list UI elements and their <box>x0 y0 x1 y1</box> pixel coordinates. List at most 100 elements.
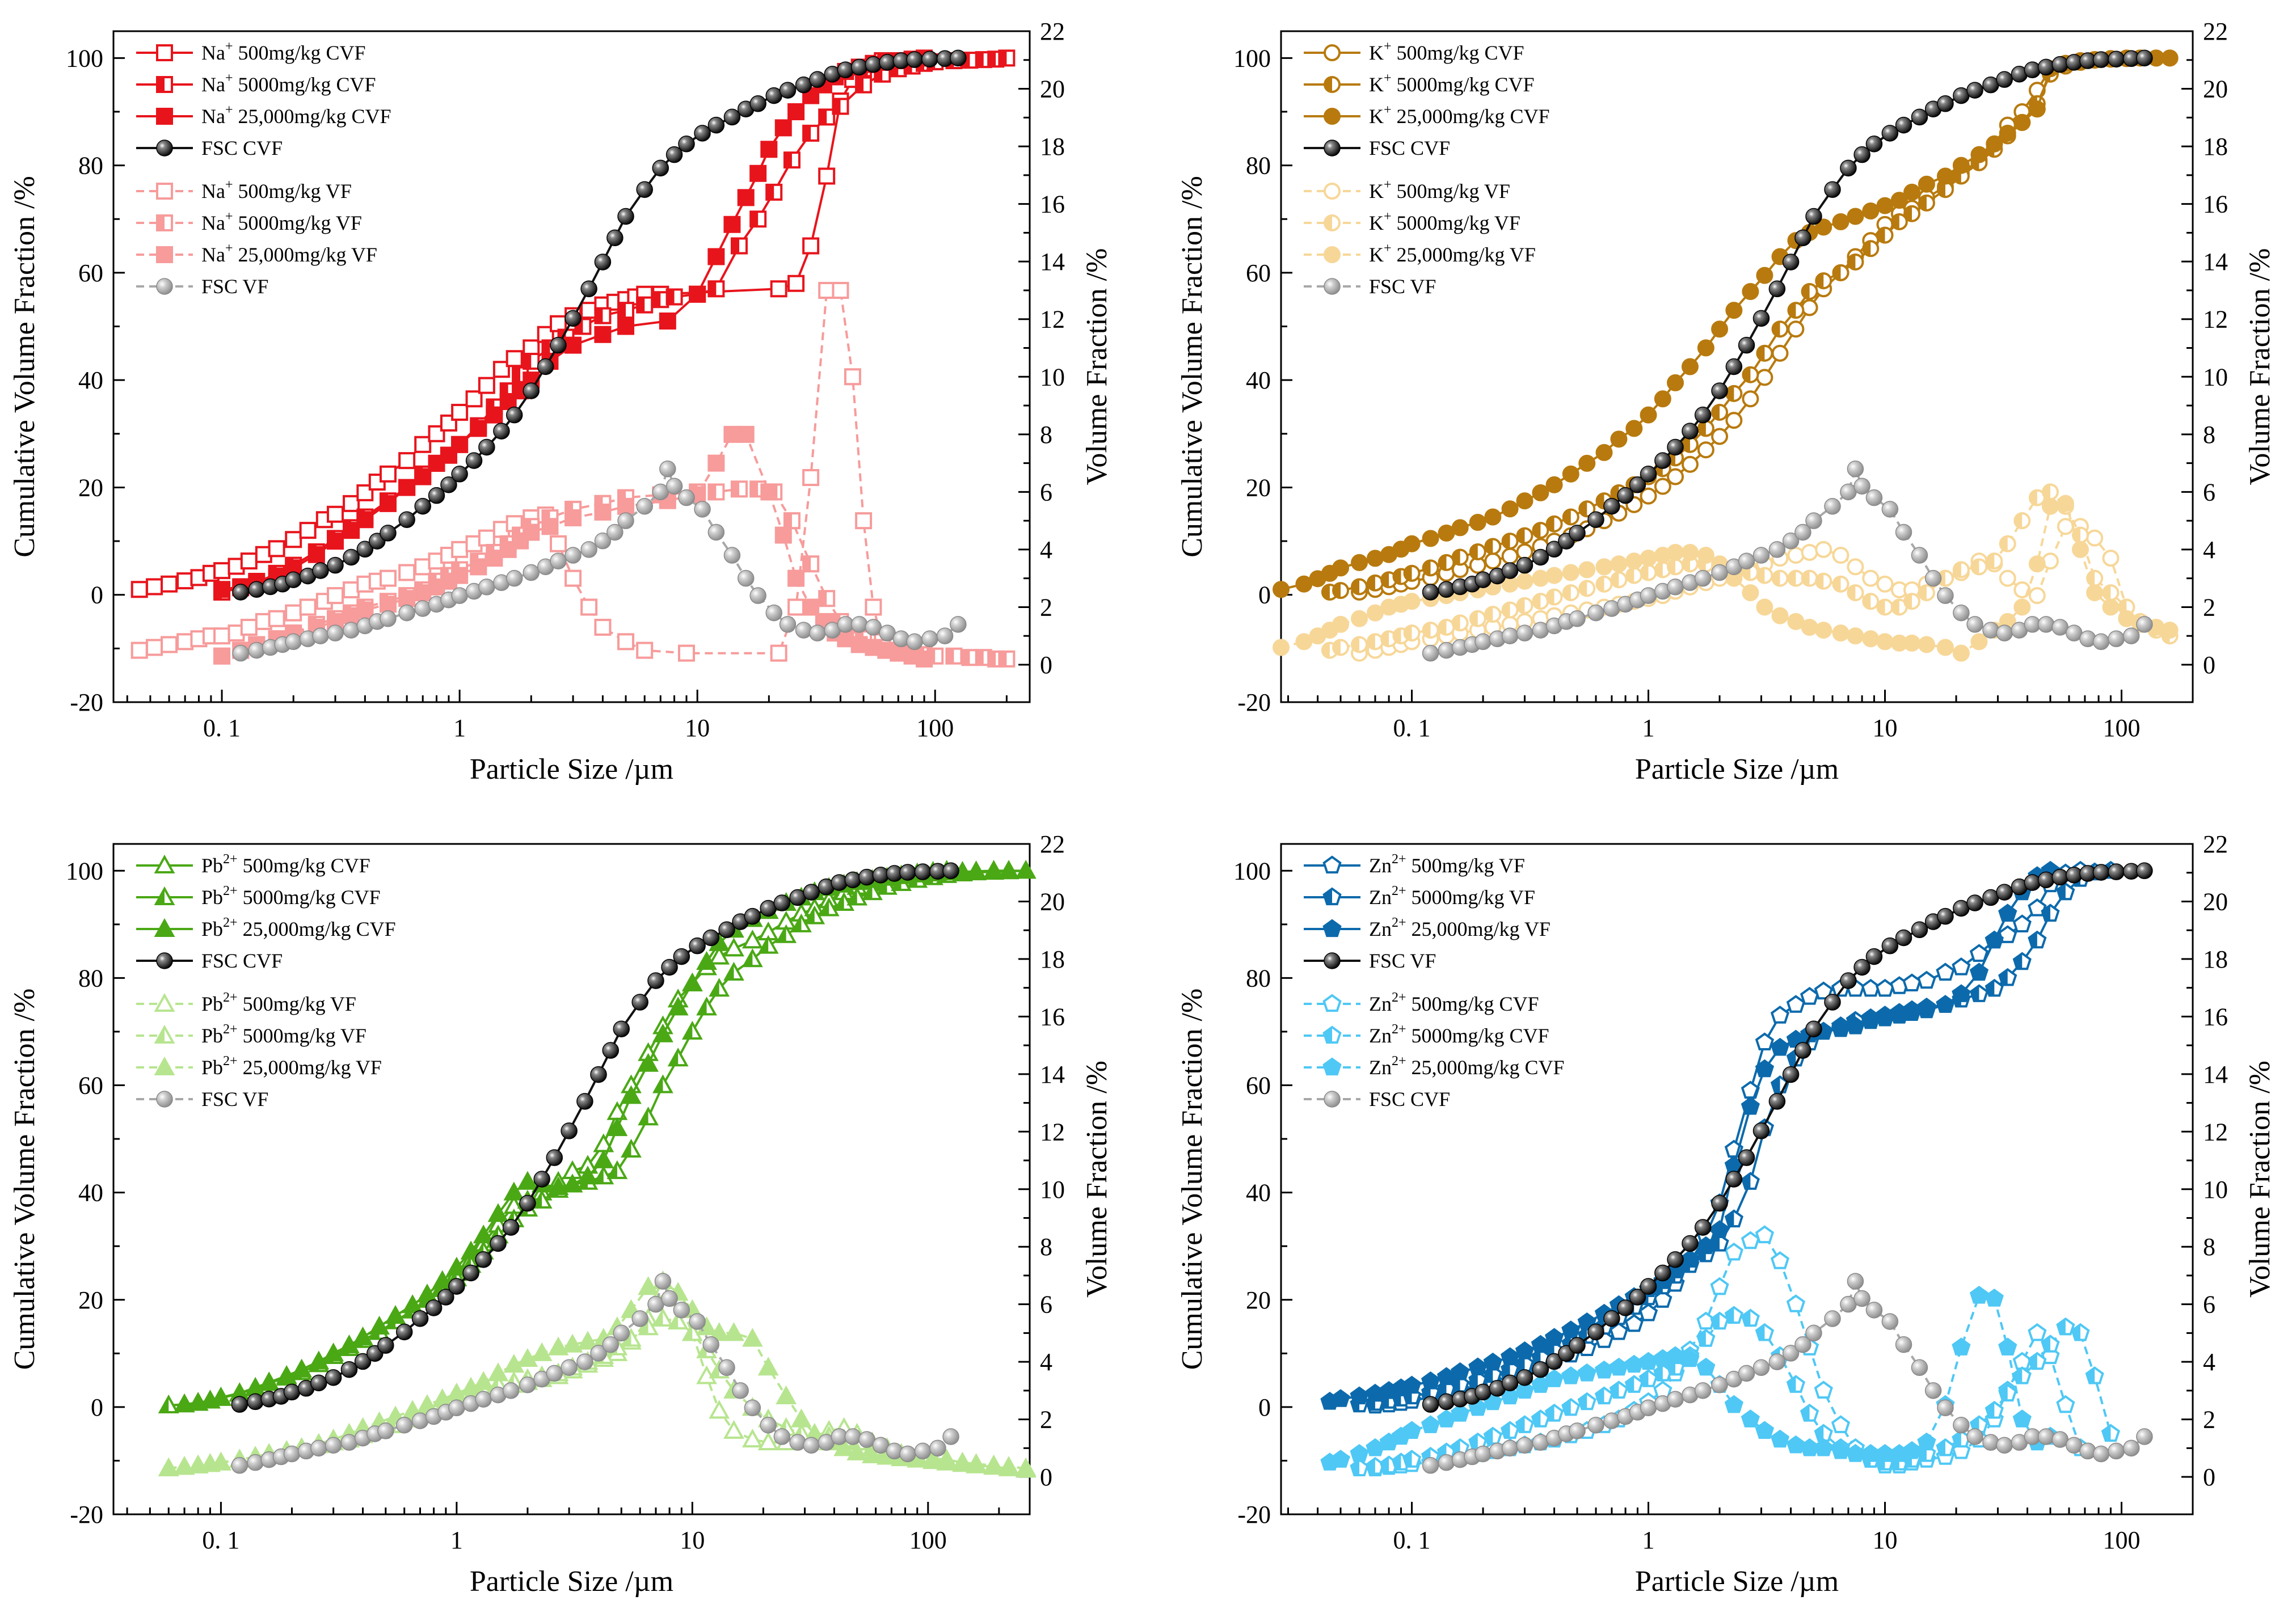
data-point <box>146 639 163 656</box>
data-point <box>395 1323 413 1341</box>
data-point <box>879 54 896 71</box>
x-tick-label: 100 <box>2103 714 2140 742</box>
y-left-tick-label: 80 <box>1246 964 1271 992</box>
data-point <box>1865 135 1883 153</box>
data-point <box>1853 1290 1870 1307</box>
y-right-tick-label: 14 <box>2203 1061 2228 1088</box>
data-point <box>1953 1416 1970 1434</box>
data-point <box>1501 1374 1519 1392</box>
data-point <box>2028 100 2046 118</box>
data-point <box>1853 478 1870 495</box>
data-point <box>465 535 483 552</box>
y-right-tick-label: 18 <box>2203 945 2228 973</box>
series-3 <box>1422 49 2153 601</box>
data-point <box>723 425 741 443</box>
data-point <box>503 1354 525 1373</box>
data-point <box>1786 1435 1806 1454</box>
y-right-tick-label: 14 <box>1040 248 1065 276</box>
data-point <box>1451 519 1469 537</box>
data-point <box>1696 1357 1716 1376</box>
legend-marker <box>154 1056 175 1075</box>
y-left-tick-label: 40 <box>1246 366 1271 394</box>
data-point <box>478 438 495 456</box>
data-point <box>709 1322 730 1341</box>
legend-marker <box>1323 246 1341 263</box>
legend-marker <box>154 918 175 937</box>
legend-label: Na+ 5000mg/kg CVF <box>201 71 376 96</box>
data-point <box>1545 1353 1563 1370</box>
data-point <box>1862 630 1880 648</box>
y-right-tick-label: 4 <box>2203 536 2215 564</box>
y-left-tick-label: -20 <box>1237 689 1271 716</box>
legend-label: Zn2+ 5000mg/kg VF <box>1369 884 1535 909</box>
data-point <box>1350 1444 1369 1462</box>
data-point <box>1924 1382 1942 1399</box>
data-point <box>1862 569 1880 587</box>
legend-charge: + <box>1384 103 1392 117</box>
data-point <box>803 884 820 901</box>
y-right-axis-title: Volume Fraction /% <box>2244 248 2276 485</box>
data-point <box>673 1302 690 1319</box>
y-left-axis-title: Cumulative Volume Fraction /% <box>1176 176 1208 558</box>
y-right-tick-label: 4 <box>1040 1348 1052 1376</box>
data-point <box>547 1336 569 1356</box>
data-point <box>1562 465 1579 483</box>
data-point <box>1515 1380 1535 1399</box>
data-point <box>1985 930 2004 949</box>
data-point <box>2161 622 2179 639</box>
legend-dose: 500mg/kg VF <box>1392 180 1510 202</box>
data-point <box>921 630 938 648</box>
data-point <box>1952 957 1971 976</box>
data-point <box>942 862 959 880</box>
data-point <box>1832 213 1850 230</box>
data-point <box>327 587 344 605</box>
legend-charge: 2+ <box>1392 884 1406 898</box>
data-point <box>414 468 432 485</box>
data-point <box>1970 633 1988 651</box>
data-point <box>470 420 487 437</box>
data-point <box>921 50 938 67</box>
legend-ion: K <box>1369 41 1384 64</box>
data-point <box>130 581 148 598</box>
data-point <box>1865 948 1883 965</box>
data-point <box>1667 579 1684 596</box>
x-tick-label: 0. 1 <box>1393 1526 1431 1554</box>
series-0 <box>158 860 958 1414</box>
data-point <box>606 523 623 541</box>
data-point <box>787 569 805 587</box>
data-point <box>2012 1409 2032 1428</box>
data-point <box>1545 476 1563 493</box>
legend-charge: + <box>1384 71 1392 86</box>
data-point <box>398 511 415 528</box>
data-point <box>312 562 329 579</box>
data-point <box>343 548 360 566</box>
legend-ion: FSC CVF <box>201 137 283 159</box>
data-point <box>689 1313 706 1330</box>
data-point <box>285 571 302 588</box>
data-point <box>174 1456 195 1475</box>
data-point <box>638 1276 659 1295</box>
series-1 <box>158 860 1037 1414</box>
data-point <box>1794 523 1811 541</box>
data-point <box>809 71 826 88</box>
data-point <box>742 930 763 949</box>
data-point <box>546 1149 563 1166</box>
data-point <box>631 1310 648 1327</box>
data-point <box>379 495 397 512</box>
data-point <box>547 1176 569 1196</box>
data-point <box>1937 587 1954 604</box>
data-point <box>689 285 706 303</box>
data-point <box>1755 1421 1775 1439</box>
data-point <box>1937 95 1954 112</box>
data-point <box>760 1416 777 1434</box>
data-point <box>228 558 245 575</box>
data-point <box>1475 633 1492 651</box>
data-point <box>1814 981 1833 1000</box>
data-point <box>1752 310 1770 327</box>
data-point <box>462 1264 479 1282</box>
data-point <box>837 630 854 648</box>
y-right-axis-title: Volume Fraction /% <box>1081 1061 1113 1298</box>
legend-marker <box>156 183 173 200</box>
data-point <box>310 1374 327 1392</box>
